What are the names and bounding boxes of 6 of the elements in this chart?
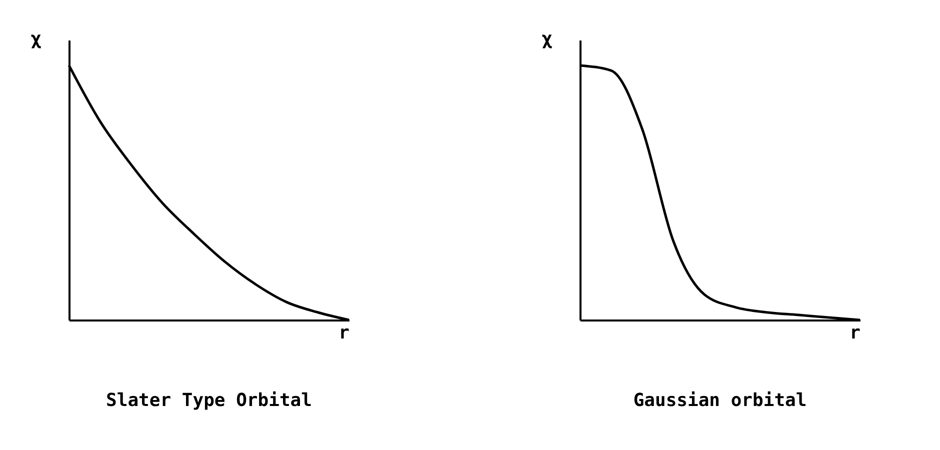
y-axis-title: χ xyxy=(542,28,553,50)
y-axis-title: χ xyxy=(30,28,42,50)
text: Gaussian orbital xyxy=(633,390,807,411)
x-axis-title: r xyxy=(338,322,350,344)
x-axis-title: r xyxy=(850,322,861,344)
text: Slater Type Orbital xyxy=(106,390,312,411)
